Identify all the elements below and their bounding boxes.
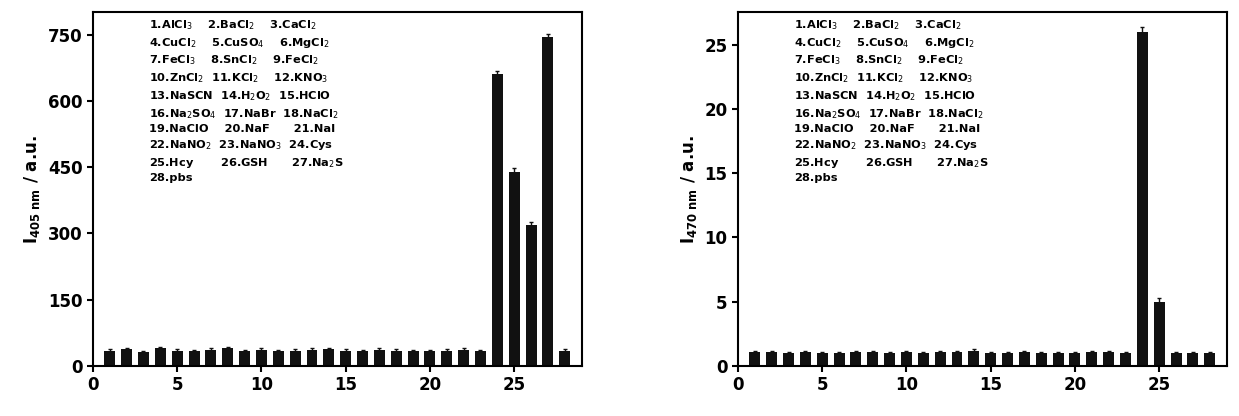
Bar (341, 351, 351, 366)
Bar (559, 351, 570, 366)
Bar (1103, 352, 1114, 366)
Bar (525, 225, 536, 366)
Bar (850, 352, 861, 366)
Bar (458, 350, 470, 366)
Text: 1.AlCl$_3$    2.BaCl$_2$    3.CaCl$_2$
4.CuCl$_2$    5.CuSO$_4$    6.MgCl$_2$
7.: 1.AlCl$_3$ 2.BaCl$_2$ 3.CaCl$_2$ 4.CuCl$… (149, 18, 343, 183)
Bar (1036, 353, 1047, 366)
Bar (885, 353, 895, 366)
Bar (918, 353, 929, 366)
Bar (800, 352, 810, 366)
Bar (188, 352, 199, 366)
Bar (357, 351, 368, 366)
Bar (273, 352, 284, 366)
Bar (985, 353, 996, 366)
Bar (969, 351, 979, 366)
Bar (104, 351, 115, 366)
Bar (1137, 32, 1147, 366)
Bar (750, 352, 761, 366)
Bar (492, 74, 503, 366)
Bar (239, 351, 250, 366)
Bar (206, 350, 217, 366)
Bar (408, 351, 419, 366)
Bar (1053, 353, 1063, 366)
Bar (783, 353, 794, 366)
Bar (425, 352, 435, 366)
Bar (172, 351, 182, 366)
Bar (766, 352, 777, 366)
Y-axis label: $\mathbf{I_{470\ nm}}$ / a.u.: $\mathbf{I_{470\ nm}}$ / a.u. (679, 135, 699, 244)
Bar (475, 352, 486, 366)
Bar (817, 353, 828, 366)
Text: 1.AlCl$_3$    2.BaCl$_2$    3.CaCl$_2$
4.CuCl$_2$    5.CuSO$_4$    6.MgCl$_2$
7.: 1.AlCl$_3$ 2.BaCl$_2$ 3.CaCl$_2$ 4.CuCl$… (794, 18, 989, 183)
Bar (1087, 352, 1098, 366)
Bar (1018, 352, 1030, 366)
Y-axis label: $\mathbf{I_{405\ nm}}$ / a.u.: $\mathbf{I_{405\ nm}}$ / a.u. (22, 135, 42, 244)
Bar (390, 351, 401, 366)
Bar (222, 349, 233, 366)
Bar (121, 349, 133, 366)
Bar (323, 349, 335, 366)
Bar (441, 351, 452, 366)
Bar (867, 352, 878, 366)
Bar (834, 353, 845, 366)
Bar (374, 350, 385, 366)
Bar (543, 37, 554, 366)
Bar (1187, 353, 1198, 366)
Bar (155, 349, 166, 366)
Bar (1171, 353, 1182, 366)
Bar (306, 350, 317, 366)
Bar (290, 351, 301, 366)
Bar (934, 352, 945, 366)
Bar (1154, 302, 1165, 366)
Bar (509, 171, 519, 366)
Bar (901, 352, 912, 366)
Bar (1120, 353, 1131, 366)
Bar (1204, 353, 1215, 366)
Bar (1069, 353, 1080, 366)
Bar (256, 350, 266, 366)
Bar (1002, 353, 1014, 366)
Bar (138, 352, 149, 366)
Bar (952, 352, 963, 366)
